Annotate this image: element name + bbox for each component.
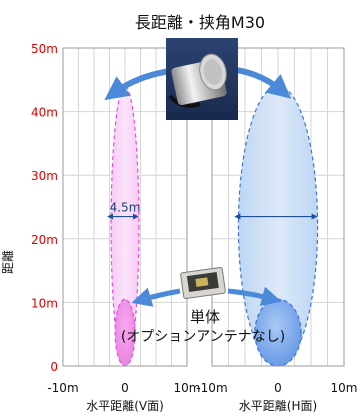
x-tick-label: 10m bbox=[174, 381, 201, 395]
y-axis-label: 距離 bbox=[1, 250, 15, 274]
single-unit-label: 単体 bbox=[190, 308, 220, 326]
x-tick-label: 0 bbox=[274, 381, 282, 395]
x-tick-label: 0 bbox=[121, 381, 129, 395]
single-unit-sublabel: (オプションアンテナなし) bbox=[121, 329, 285, 345]
chart-title: 長距離・挟角M30 bbox=[135, 13, 265, 32]
plot-frame-V bbox=[62, 47, 188, 367]
y-tick-label: 30m bbox=[31, 169, 58, 183]
chip-arrow-left bbox=[131, 287, 181, 307]
plot-frames bbox=[62, 47, 345, 367]
x-tick-label: -10m bbox=[47, 381, 78, 395]
x-tick-label: 10m bbox=[331, 381, 358, 395]
x-tick-label: -10m bbox=[196, 381, 227, 395]
plot-frame-H bbox=[211, 47, 345, 367]
sensor-photo bbox=[166, 38, 238, 120]
sensor-chip-photo bbox=[180, 266, 226, 300]
y-tick-label: 50m bbox=[31, 42, 58, 56]
x-axis-label-H: 水平距離(H面) bbox=[239, 399, 317, 413]
tick-labels: 0 10m 20m 30m 40m 50m 4.5m -10m 0 10m 水平距離(V面) -10m… bbox=[31, 42, 357, 413]
width-label-V: 4.5m bbox=[110, 201, 141, 215]
y-tick-label: 20m bbox=[31, 233, 58, 247]
sensor-arrow-right bbox=[235, 67, 292, 99]
chip-arrow-right bbox=[227, 286, 282, 307]
x-axis-label-V: 水平距離(V面) bbox=[86, 399, 164, 413]
y-tick-label: 40m bbox=[31, 106, 58, 120]
y-tick-label: 0 bbox=[50, 360, 58, 374]
y-tick-label: 10m bbox=[31, 296, 58, 310]
